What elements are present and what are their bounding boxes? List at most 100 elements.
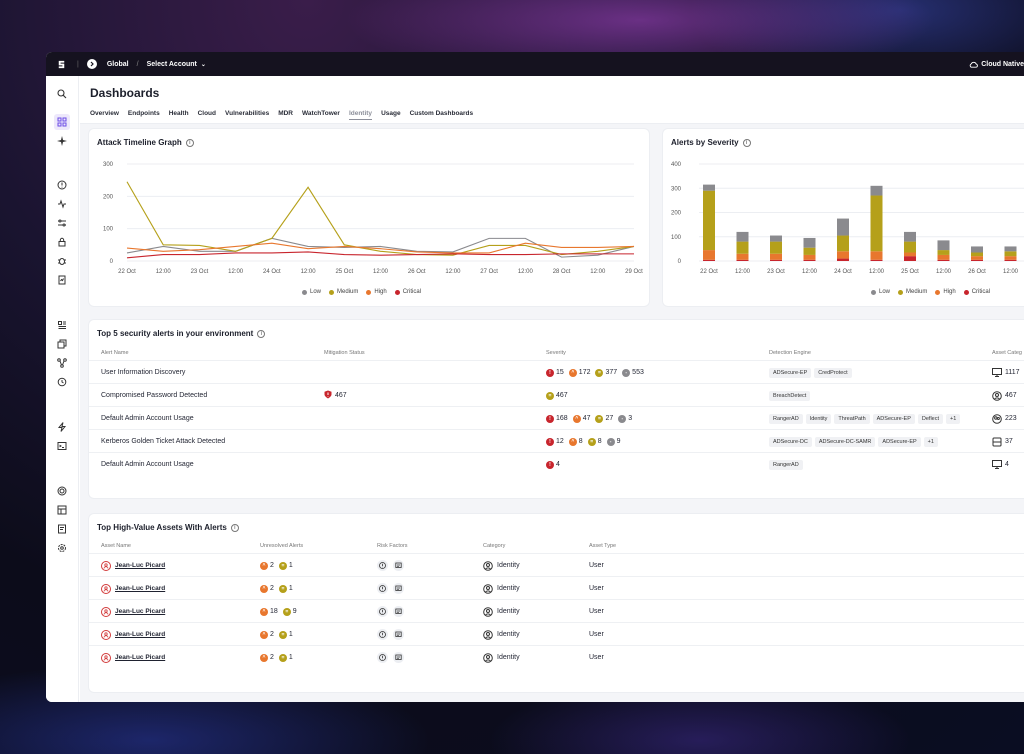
severity-count-critical[interactable]: ! 15 [546, 368, 564, 377]
bar-segment-high[interactable] [703, 250, 715, 260]
bar-segment-medium[interactable] [736, 241, 749, 254]
severity-count-medium[interactable]: = 377 [595, 368, 617, 377]
filters-icon[interactable] [54, 215, 70, 231]
column-header[interactable]: Severity [546, 350, 566, 356]
bar-segment-high[interactable] [837, 251, 849, 259]
engine-tag[interactable]: RangerAD [769, 413, 803, 424]
table-row[interactable]: Jean-Luc Picard ^ 2 = 1 Identity User [89, 646, 1024, 669]
column-header[interactable]: Asset Type [589, 543, 617, 549]
legend-item-critical[interactable]: Critical [963, 289, 990, 295]
bar-segment-high[interactable] [770, 253, 782, 260]
alert-count-medium[interactable]: = 1 [278, 630, 293, 639]
bar-segment-low[interactable] [803, 237, 816, 248]
tab-watchtower[interactable]: WatchTower [302, 110, 340, 117]
table-row[interactable]: Kerberos Golden Ticket Attack Detected! 1… [89, 430, 1024, 453]
info-icon[interactable]: i [742, 138, 751, 147]
series-line-medium[interactable] [126, 181, 635, 256]
notes-icon[interactable] [54, 521, 70, 537]
column-header[interactable]: Unresolved Alerts [260, 543, 304, 549]
legend-item-high[interactable]: High [935, 289, 956, 295]
bar-segment-medium[interactable] [837, 235, 849, 252]
chevron-down-icon[interactable]: ⌄ [200, 61, 206, 68]
engine-tag[interactable]: Identity [805, 413, 832, 424]
bar-segment-critical[interactable] [971, 259, 983, 261]
bar-segment-high[interactable] [870, 251, 883, 260]
dashboard-icon[interactable] [54, 114, 70, 130]
engine-tag[interactable]: +1 [946, 413, 961, 424]
asset-name-link[interactable]: Jean-Luc Picard [115, 654, 166, 661]
bar-segment-critical[interactable] [1004, 259, 1017, 261]
severity-count-medium[interactable]: = 467 [546, 391, 568, 400]
alert-count-high[interactable]: ^ 18 [260, 607, 278, 616]
bar-segment-low[interactable] [870, 185, 883, 196]
risk-warning-icon[interactable] [377, 583, 388, 594]
bar-segment-critical[interactable] [703, 259, 715, 261]
bar-segment-critical[interactable] [937, 259, 950, 261]
severity-count-high[interactable]: ^ 172 [568, 368, 590, 377]
risk-warning-icon[interactable] [377, 606, 388, 617]
table-row[interactable]: Jean-Luc Picard ^ 18 = 9 Identity User [89, 600, 1024, 623]
engine-tag[interactable]: ADSecure-EP [872, 413, 915, 424]
risk-credential-icon[interactable] [393, 652, 404, 663]
risk-credential-icon[interactable] [393, 560, 404, 571]
bar-segment-critical[interactable] [870, 259, 883, 261]
table-row[interactable]: Default Admin Account Usage! 168 ^ 47 = 27-3 R… [89, 407, 1024, 430]
alert-count-high[interactable]: ^ 2 [260, 630, 274, 639]
bar-segment-low[interactable] [1004, 246, 1017, 252]
bar-segment-medium[interactable] [770, 241, 782, 254]
sentinel-logo-icon[interactable] [55, 58, 67, 70]
bar-segment-medium[interactable] [904, 241, 916, 253]
bar-segment-low[interactable] [703, 184, 715, 191]
legend-item-medium[interactable]: Medium [898, 289, 927, 295]
bar-segment-medium[interactable] [937, 250, 950, 255]
info-icon[interactable]: i [257, 329, 266, 338]
alert-name[interactable]: Kerberos Golden Ticket Attack Detected [101, 438, 226, 445]
bar-segment-high[interactable] [904, 252, 916, 257]
bar-segment-low[interactable] [770, 235, 782, 242]
tab-mdr[interactable]: MDR [278, 110, 294, 117]
bar-segment-high[interactable] [1004, 256, 1017, 260]
severity-count-low[interactable]: -3 [618, 414, 632, 423]
bar-segment-critical[interactable] [904, 256, 916, 261]
engine-tag[interactable]: ADSecure-DC-SAMR [814, 436, 876, 447]
engine-tag[interactable]: ThreatPath [834, 413, 870, 424]
bar-segment-low[interactable] [937, 240, 950, 251]
legend-item-high[interactable]: High [366, 289, 387, 295]
series-line-high[interactable] [126, 242, 635, 254]
legend-item-critical[interactable]: Critical [394, 289, 421, 295]
bar-segment-medium[interactable] [703, 190, 715, 251]
settings-icon[interactable] [54, 540, 70, 556]
severity-count-medium[interactable]: = 27 [595, 414, 613, 423]
column-header[interactable]: Category [483, 543, 506, 549]
engine-tag[interactable]: ADSecure-EP [769, 367, 812, 378]
tab-cloud[interactable]: Cloud [197, 110, 216, 117]
tab-endpoints[interactable]: Endpoints [127, 110, 160, 117]
engine-tag[interactable]: Deflect [917, 413, 944, 424]
alert-count-medium[interactable]: = 9 [282, 607, 297, 616]
severity-count-critical[interactable]: ! 168 [546, 414, 568, 423]
alert-count-high[interactable]: ^ 2 [260, 653, 274, 662]
column-header[interactable]: Detection Engine [769, 350, 811, 356]
search-icon[interactable] [54, 86, 70, 102]
column-header[interactable]: Risk Factors [377, 543, 408, 549]
layers-icon[interactable] [54, 336, 70, 352]
engine-tag[interactable]: ADSecure-EP [878, 436, 921, 447]
bar-segment-high[interactable] [803, 254, 816, 260]
column-header[interactable]: Asset Name [101, 543, 131, 549]
cloud-native-menu[interactable]: Cloud Native [969, 61, 1024, 68]
table-row[interactable]: Jean-Luc Picard ^ 2 = 1 Identity User [89, 554, 1024, 577]
risk-warning-icon[interactable] [377, 652, 388, 663]
scope-icon[interactable] [86, 59, 97, 69]
bar-segment-critical[interactable] [837, 258, 849, 261]
asset-name-link[interactable]: Jean-Luc Picard [115, 608, 166, 615]
alert-name[interactable]: User Information Discovery [101, 369, 186, 376]
report-icon[interactable] [54, 272, 70, 288]
bar-segment-low[interactable] [971, 246, 983, 253]
asset-name-link[interactable]: Jean-Luc Picard [115, 631, 166, 638]
severity-count-low[interactable]: -9 [606, 437, 621, 446]
alert-name[interactable]: Compromised Password Detected [101, 392, 208, 399]
column-header[interactable]: Mitigation Status [324, 350, 365, 356]
alert-count-medium[interactable]: = 1 [278, 653, 293, 662]
lock-icon[interactable] [54, 234, 70, 250]
risk-warning-icon[interactable] [377, 629, 388, 640]
